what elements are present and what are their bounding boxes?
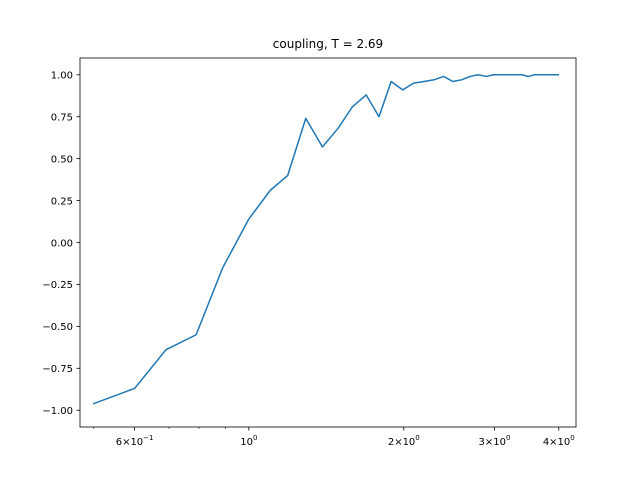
x-tick-label: 2×100 — [388, 434, 420, 448]
y-axis: −1.00 −0.75 −0.50 −0.25 0.00 0.25 0.50 0.75 1.00 — [42, 71, 80, 417]
y-tick-label: −0.25 — [42, 280, 73, 291]
chart-title: coupling, T = 2.69 — [273, 37, 383, 51]
x-tick-label: 4×100 — [543, 434, 575, 448]
y-tick-label: 0.75 — [51, 113, 73, 124]
y-tick-label: 0.50 — [51, 154, 73, 165]
plot-area — [92, 74, 559, 405]
y-tick-label: 1.00 — [51, 71, 73, 82]
series-line-0 — [92, 74, 559, 405]
y-tick-label: 0.25 — [51, 196, 73, 207]
x-axis: 6×10−1 100 2×100 3×100 4×100 — [93, 427, 575, 448]
y-tick-label: −0.50 — [42, 322, 73, 333]
y-tick-label: −1.00 — [42, 406, 73, 417]
x-tick-label: 3×100 — [478, 434, 510, 448]
x-tick-label: 6×10−1 — [116, 434, 154, 448]
y-tick-label: 0.00 — [51, 238, 73, 249]
x-tick-label: 100 — [240, 434, 257, 448]
y-tick-label: −0.75 — [42, 364, 73, 375]
